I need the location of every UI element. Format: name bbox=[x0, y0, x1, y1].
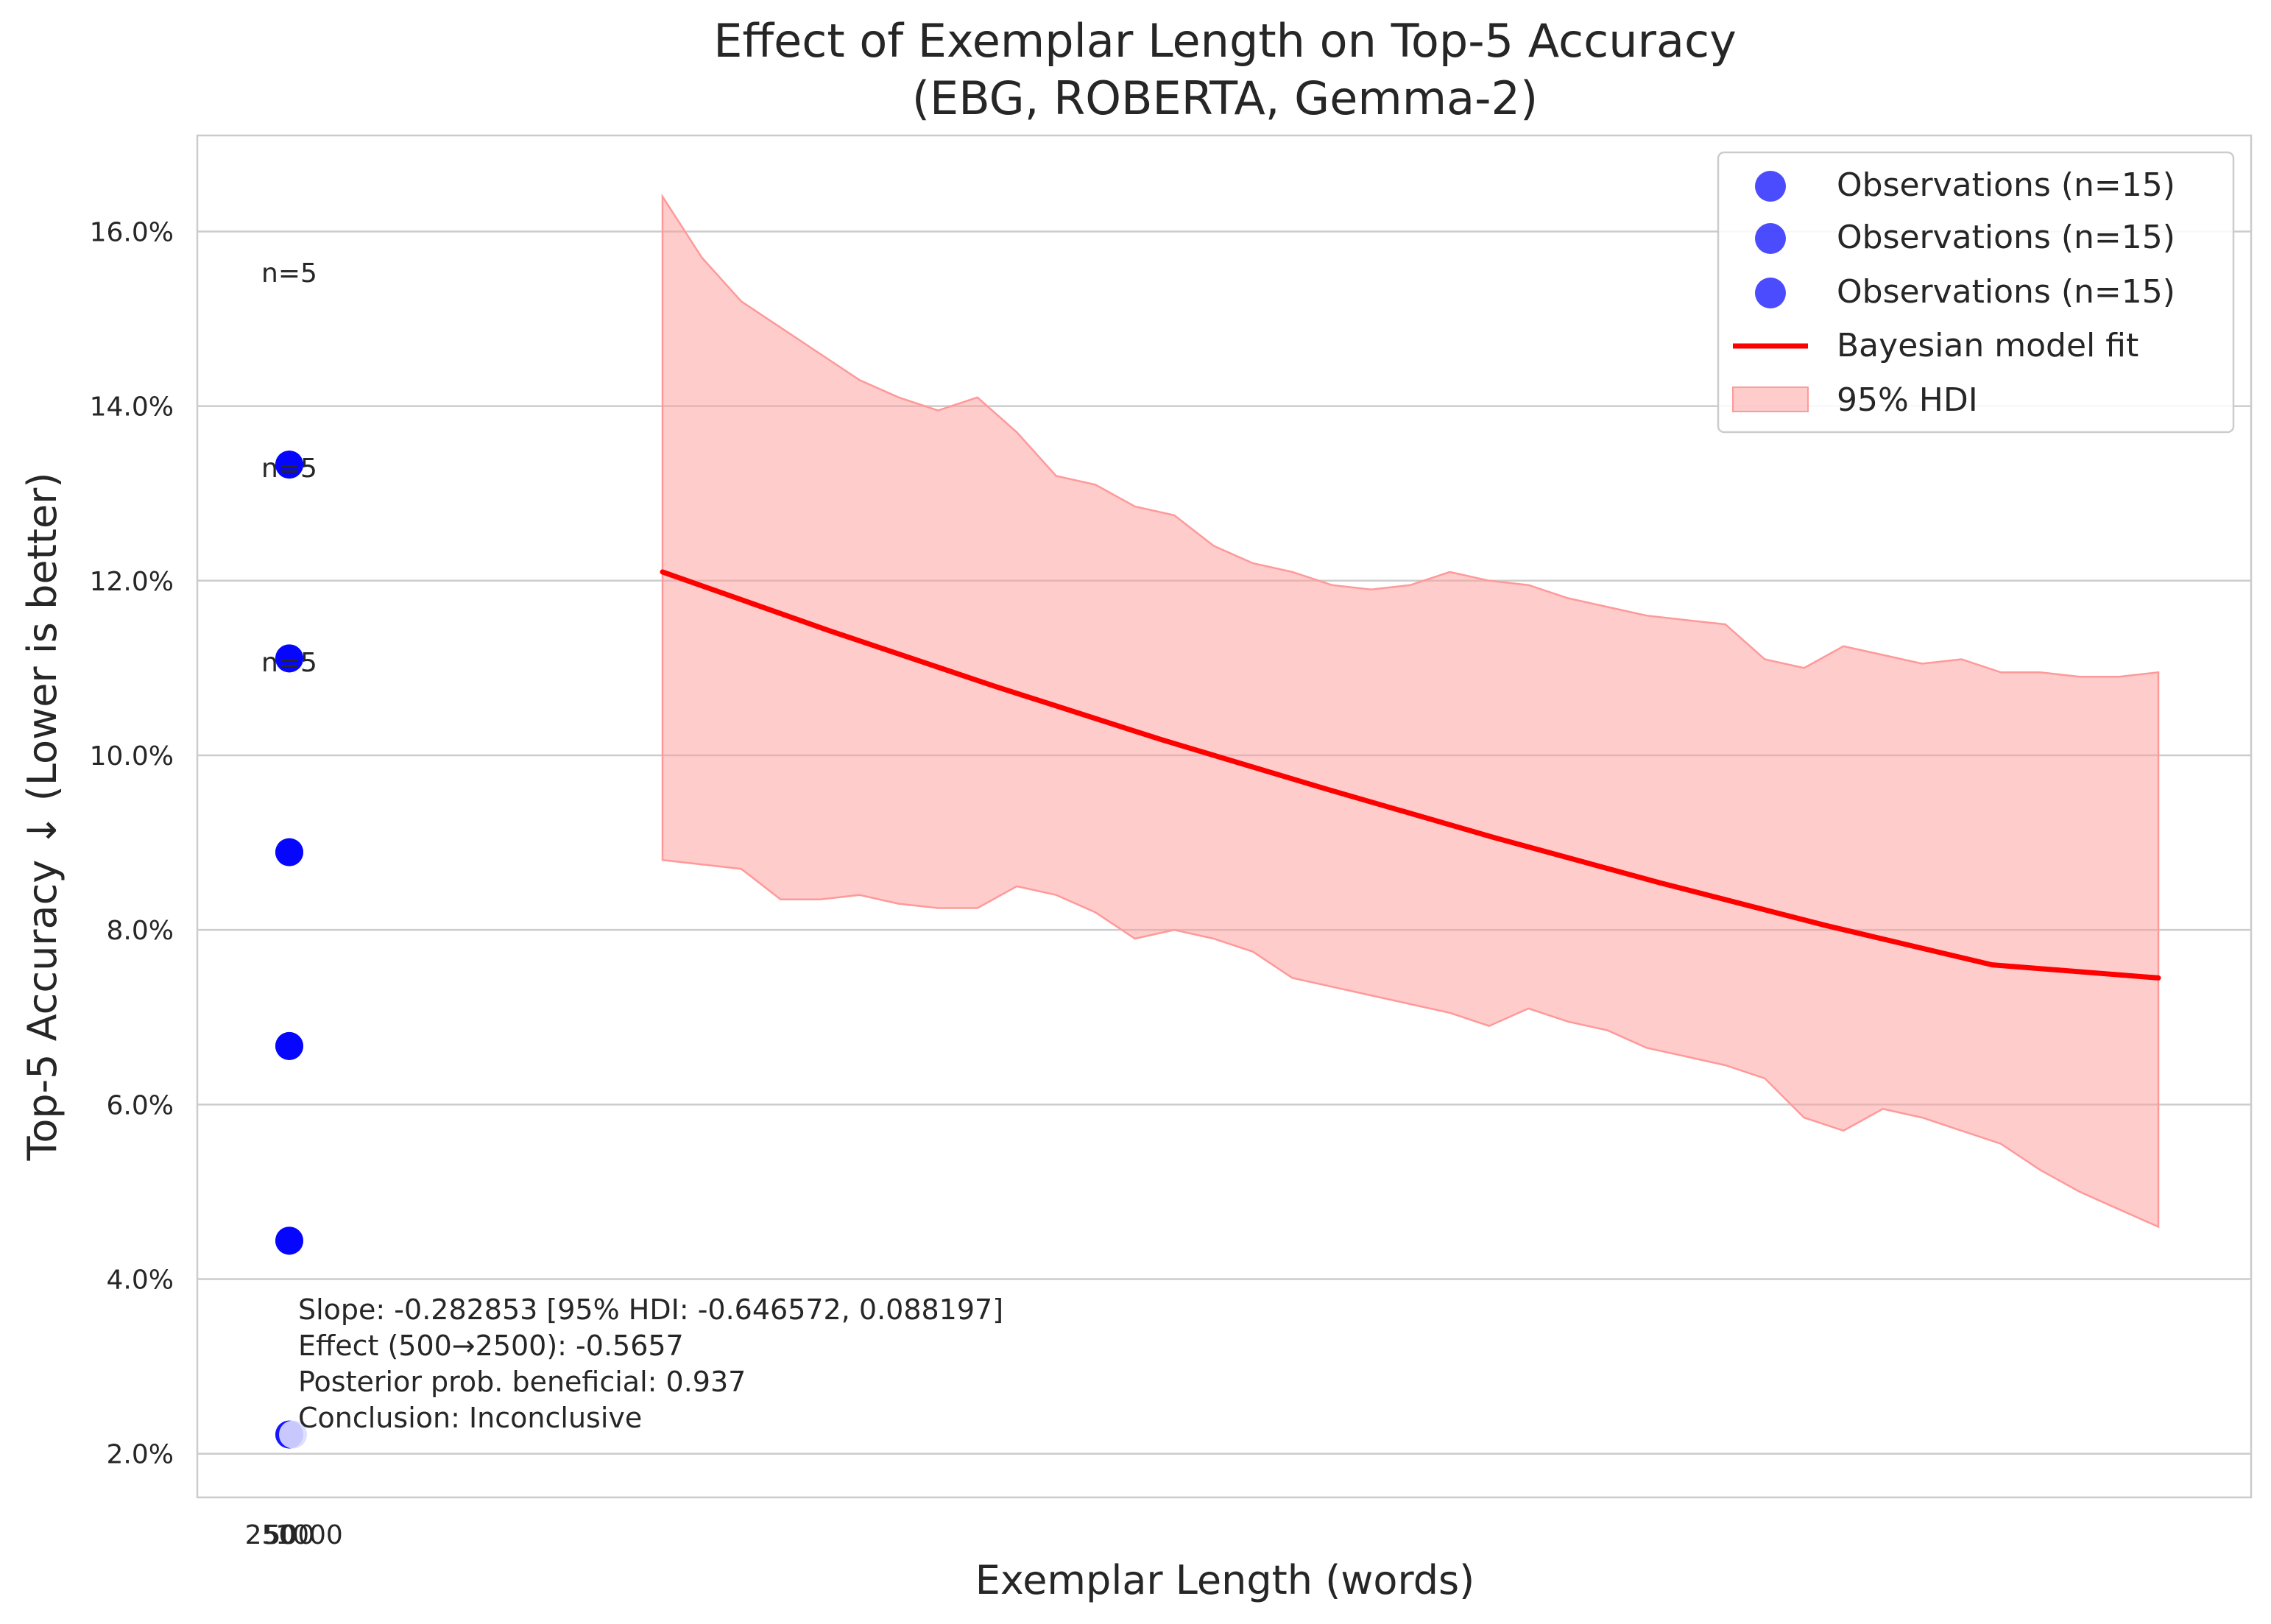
observation-point bbox=[275, 1226, 303, 1255]
fit-line-layer bbox=[660, 569, 2161, 981]
legend-label-hdi: 95% HDI bbox=[1837, 381, 1978, 419]
x-tick-label-1: 250 bbox=[245, 1520, 296, 1550]
legend-marker-observations-2 bbox=[1755, 223, 1786, 254]
y-tick-label: 12.0% bbox=[90, 567, 174, 597]
y-tick-label: 2.0% bbox=[107, 1440, 174, 1470]
x-tick-label-3: 1000 bbox=[275, 1520, 343, 1550]
count-label-3: n=5 bbox=[261, 648, 317, 678]
legend-label-observations-3: Observations (n=15) bbox=[1837, 273, 2175, 311]
x-axis-label: Exemplar Length (words) bbox=[975, 1557, 1474, 1603]
legend-label-observations-2: Observations (n=15) bbox=[1837, 219, 2175, 256]
y-tick-label: 4.0% bbox=[107, 1265, 174, 1296]
y-tick-label: 14.0% bbox=[90, 392, 174, 423]
observation-point bbox=[275, 1031, 303, 1060]
chart-title: Effect of Exemplar Length on Top-5 Accur… bbox=[713, 14, 1737, 68]
hdi-band bbox=[661, 193, 2160, 1229]
y-tick-label: 16.0% bbox=[90, 217, 174, 247]
y-axis-ticks: 2.0% 4.0% 6.0% 8.0% 10.0% 12.0% 14.0% 16.0% bbox=[90, 217, 174, 1469]
annotation-slope: Slope: -0.282853 [95% HDI: -0.646572, 0.… bbox=[298, 1293, 1003, 1326]
legend: Observations (n=15) Observations (n=15) … bbox=[1717, 151, 2235, 434]
count-label-2: n=5 bbox=[261, 453, 317, 484]
chart-subtitle: (EBG, ROBERTA, Gemma-2) bbox=[912, 71, 1538, 125]
stats-annotation: Slope: -0.282853 [95% HDI: -0.646572, 0.… bbox=[298, 1293, 1003, 1434]
legend-label-observations-1: Observations (n=15) bbox=[1837, 166, 2175, 204]
fit-line bbox=[660, 569, 2161, 981]
legend-label-fit-line: Bayesian model fit bbox=[1837, 327, 2138, 364]
y-tick-label: 10.0% bbox=[90, 741, 174, 772]
annotation-conclusion: Conclusion: Inconclusive bbox=[298, 1402, 642, 1434]
y-axis-label: Top-5 Accuracy ↓ (Lower is better) bbox=[19, 473, 66, 1162]
observation-point bbox=[279, 1420, 307, 1449]
observation-point bbox=[275, 451, 303, 479]
y-tick-label: 8.0% bbox=[107, 916, 174, 946]
legend-frame bbox=[1717, 151, 2235, 434]
observation-point bbox=[275, 644, 303, 673]
observation-points-layer bbox=[275, 451, 307, 1449]
plot-area-frame bbox=[196, 134, 2253, 1499]
observation-point bbox=[275, 838, 303, 866]
legend-marker-observations-1 bbox=[1755, 171, 1786, 202]
annotation-posterior: Posterior prob. beneficial: 0.937 bbox=[298, 1366, 746, 1398]
annotation-effect: Effect (500→2500): -0.5657 bbox=[298, 1330, 684, 1362]
count-label-1: n=5 bbox=[261, 258, 317, 289]
x-tick-label-2: 500 bbox=[264, 1520, 315, 1550]
legend-marker-hdi bbox=[1732, 386, 1809, 412]
y-tick-label: 6.0% bbox=[107, 1090, 174, 1120]
legend-marker-observations-3 bbox=[1755, 278, 1786, 308]
hdi-band-layer bbox=[661, 193, 2160, 1229]
